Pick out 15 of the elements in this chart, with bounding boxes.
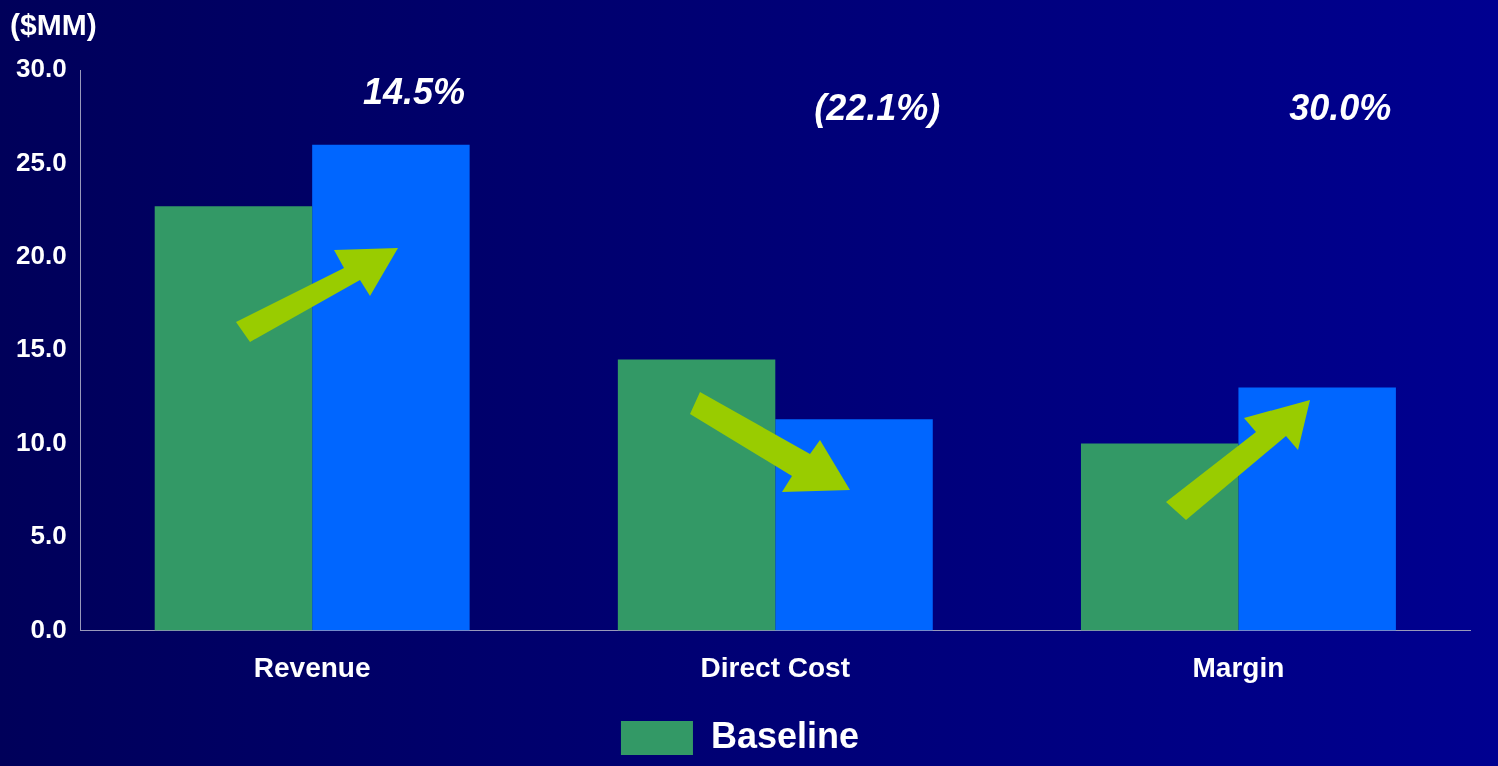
legend-label: Baseline [710,714,860,756]
y-axis-title: ($MM) [10,8,97,42]
y-tick-label: 15.0 [15,333,67,364]
annotation: (22.1%) [814,86,941,128]
annotation: 14.5% [363,70,466,112]
y-tick-label: 10.0 [15,426,67,457]
y-tick-label: 5.0 [30,520,67,551]
y-tick-label: 30.0 [15,53,67,84]
annotation: 30.0% [1289,86,1392,128]
x-tick-label: Direct Cost [700,651,850,683]
x-tick-label: Revenue [253,651,371,683]
y-tick-label: 0.0 [30,613,67,644]
x-tick-label: Margin [1192,651,1285,683]
y-tick-label: 20.0 [15,239,67,270]
y-tick-label: 25.0 [15,146,67,177]
